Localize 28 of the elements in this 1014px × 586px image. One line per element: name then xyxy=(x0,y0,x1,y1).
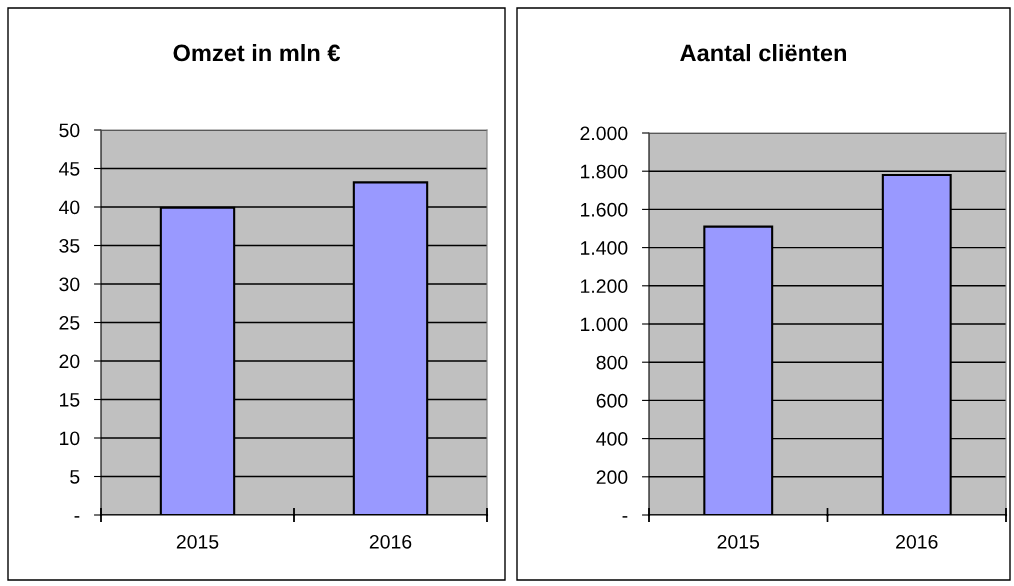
y-tick-label: 400 xyxy=(596,432,628,446)
y-tick-label: - xyxy=(74,516,80,518)
y-tick-label: 30 xyxy=(59,277,80,292)
x-tick-label: 2015 xyxy=(717,534,760,549)
y-tick-label: 1.000 xyxy=(581,317,628,332)
y-tick-label: 200 xyxy=(596,470,628,485)
y-tick-label: 40 xyxy=(58,200,80,215)
y-tick-label: 1.200 xyxy=(581,279,628,294)
y-tick-label: 15 xyxy=(60,393,80,407)
y-tick-label: - xyxy=(622,516,628,518)
y-tick-label: 1.400 xyxy=(581,241,628,255)
chart-title: Omzet in mln € xyxy=(173,44,341,62)
y-tick-label: 35 xyxy=(59,238,80,253)
y-tick-label: 50 xyxy=(59,123,80,138)
y-tick-label: 10 xyxy=(60,431,80,446)
y-tick-label: 800 xyxy=(596,355,628,370)
chart-title: Aantal cliënten xyxy=(680,44,847,62)
y-tick-label: 5 xyxy=(70,470,80,484)
y-tick-label: 20 xyxy=(59,354,80,369)
y-tick-label: 25 xyxy=(59,315,80,330)
y-tick-label: 45 xyxy=(58,162,80,176)
y-tick-label: 600 xyxy=(596,393,628,408)
y-tick-label: 2.000 xyxy=(580,126,628,141)
x-tick-label: 2016 xyxy=(369,534,412,549)
x-tick-label: 2016 xyxy=(896,534,938,549)
y-tick-label: 1.800 xyxy=(581,164,628,179)
y-tick-label: 1.600 xyxy=(581,202,628,217)
x-tick-label: 2015 xyxy=(176,534,219,549)
